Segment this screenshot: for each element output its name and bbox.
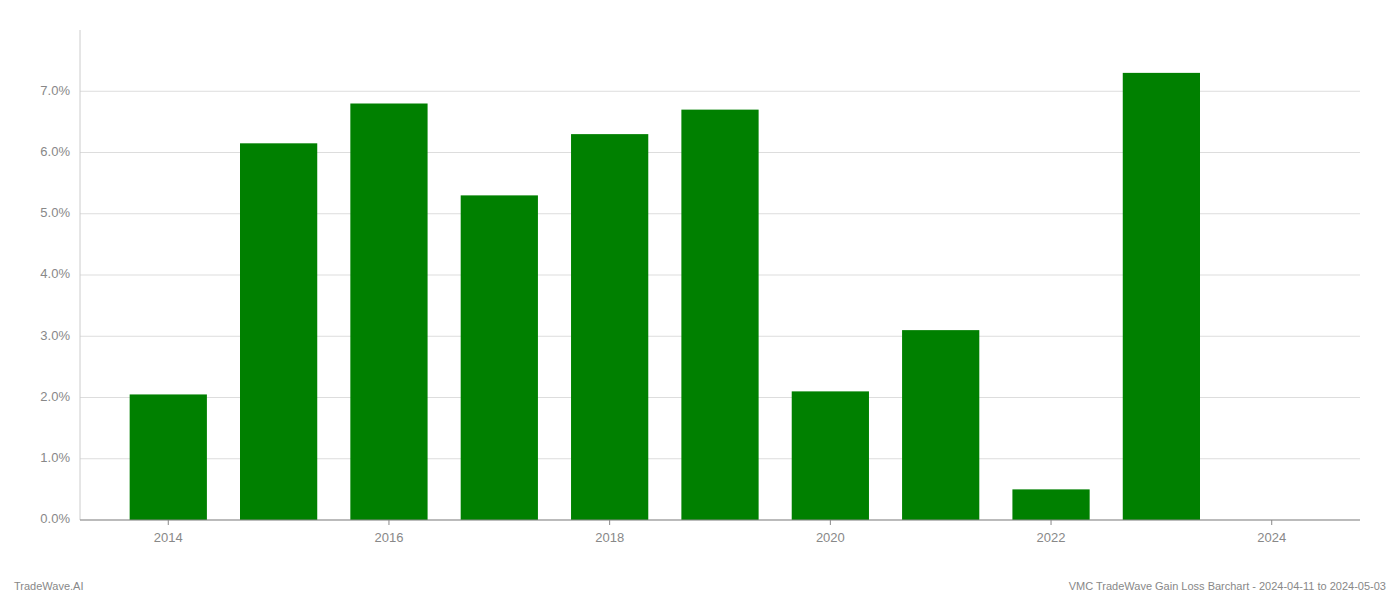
grid-line xyxy=(80,520,1360,521)
bar xyxy=(461,195,538,520)
x-tick xyxy=(168,520,169,525)
footer-left: TradeWave.AI xyxy=(14,580,84,592)
background xyxy=(0,0,1400,600)
x-tick xyxy=(1271,520,1272,525)
y-axis-line xyxy=(80,30,81,520)
y-tick-label: 1.0% xyxy=(40,450,70,465)
x-tick-label: 2014 xyxy=(154,530,183,545)
y-axis: 0.0% 1.0% 2.0% 3.0% 4.0% 5.0% 6.0% 7.0% xyxy=(40,30,80,526)
x-tick xyxy=(609,520,610,525)
bar xyxy=(792,391,869,520)
y-tick-label: 5.0% xyxy=(40,205,70,220)
x-tick xyxy=(388,520,389,525)
bar xyxy=(1123,73,1200,520)
y-tick-label: 4.0% xyxy=(40,266,70,281)
y-tick-label: 2.0% xyxy=(40,389,70,404)
x-axis: 2014 2016 2018 2020 2022 2024 xyxy=(80,520,1360,545)
bar xyxy=(240,143,317,520)
bar xyxy=(681,110,758,520)
chart-container: 0.0% 1.0% 2.0% 3.0% 4.0% 5.0% 6.0% 7.0% 2014 2016… xyxy=(0,0,1400,600)
y-tick-label: 3.0% xyxy=(40,328,70,343)
x-tick-label: 2022 xyxy=(1037,530,1066,545)
bar xyxy=(350,104,427,521)
x-tick-label: 2020 xyxy=(816,530,845,545)
footer-right: VMC TradeWave Gain Loss Barchart - 2024-… xyxy=(1069,580,1386,592)
y-tick-label: 7.0% xyxy=(40,83,70,98)
bar xyxy=(130,394,207,520)
x-tick-label: 2018 xyxy=(595,530,624,545)
x-tick xyxy=(1051,520,1052,525)
x-tick-label: 2016 xyxy=(375,530,404,545)
y-tick-label: 0.0% xyxy=(40,511,70,526)
x-tick-label: 2024 xyxy=(1257,530,1286,545)
chart: 0.0% 1.0% 2.0% 3.0% 4.0% 5.0% 6.0% 7.0% 2014 2016… xyxy=(0,0,1400,600)
x-axis-line xyxy=(80,520,1360,521)
bars xyxy=(130,73,1200,520)
y-tick-label: 6.0% xyxy=(40,144,70,159)
bar xyxy=(902,330,979,520)
bar xyxy=(1012,489,1089,520)
x-tick xyxy=(830,520,831,525)
bar xyxy=(571,134,648,520)
